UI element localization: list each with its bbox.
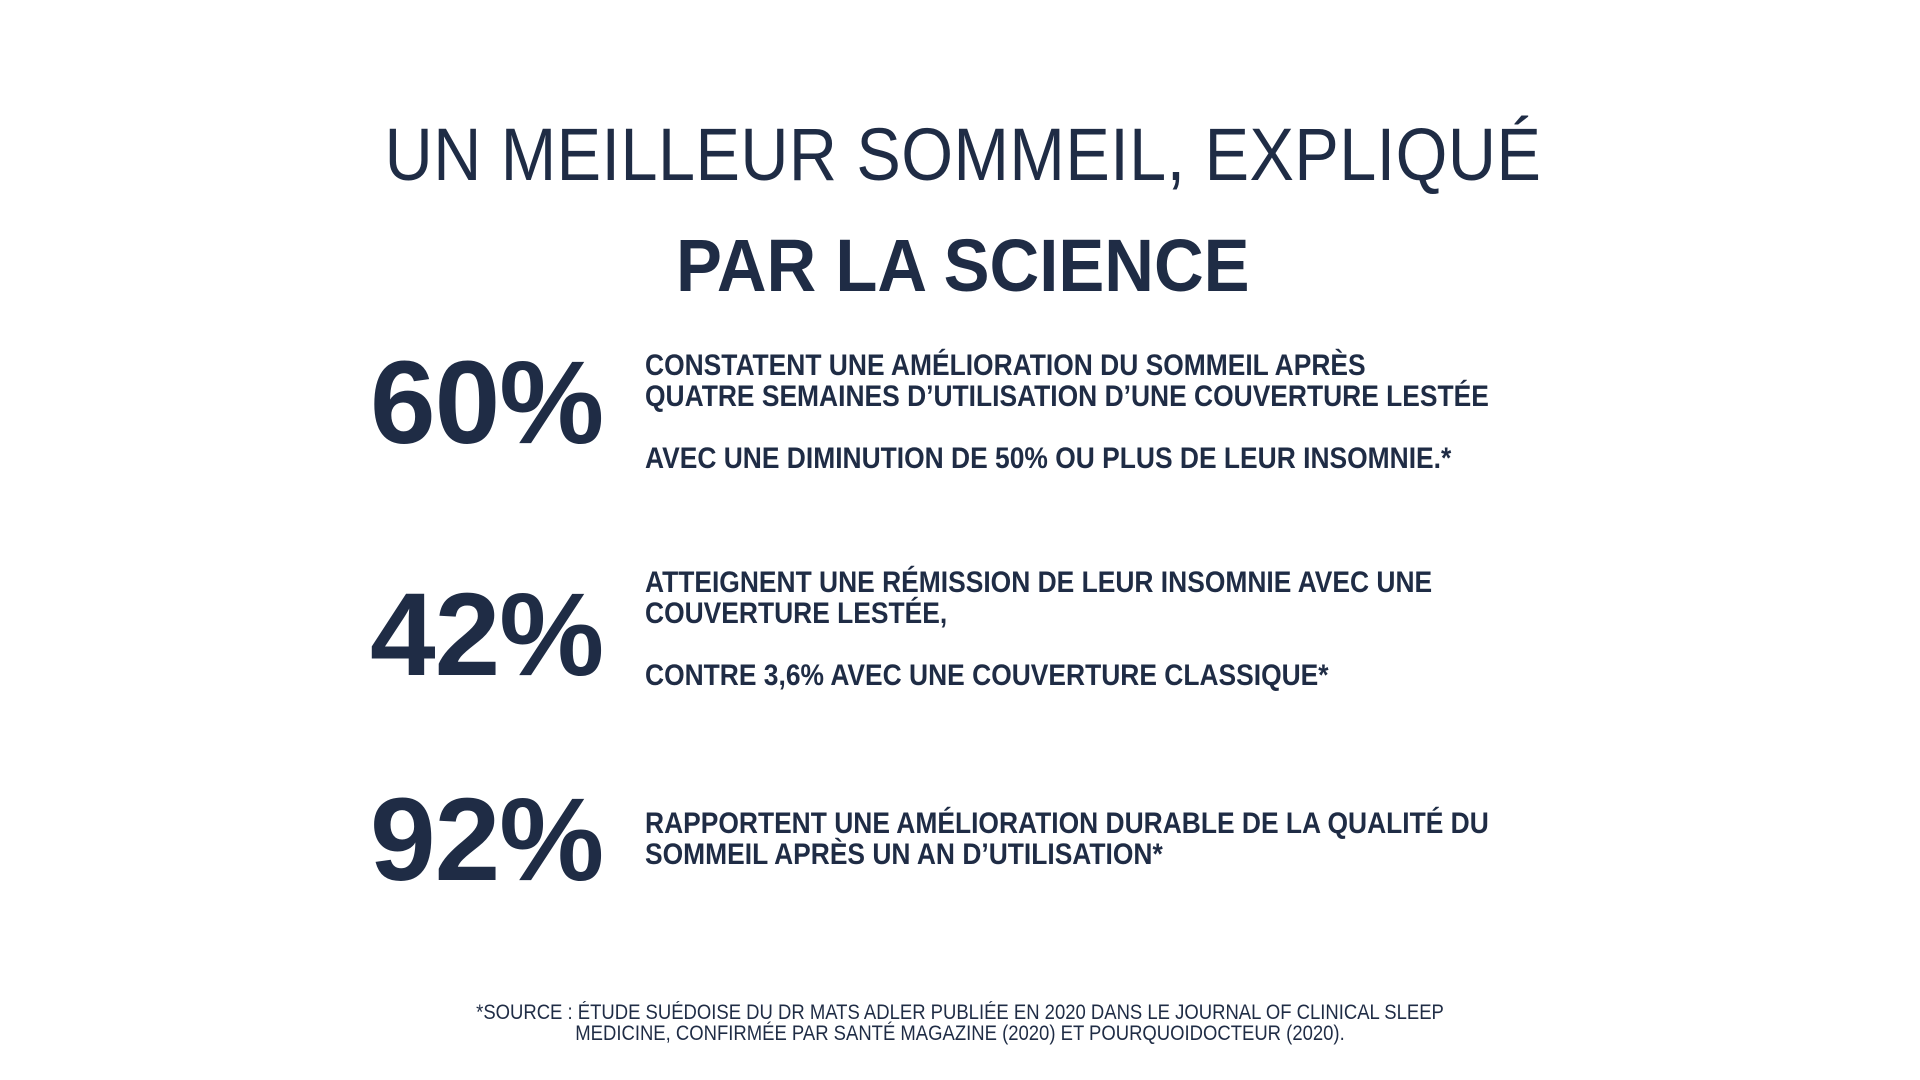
stat-description-line: COUVERTURE LESTÉE, [645,597,948,630]
stat-description-extra: CONTRE 3,6% AVEC UNE COUVERTURE CLASSIQU… [645,659,1329,692]
page-title-line-2: PAR LA SCIENCE [676,224,1250,308]
stat-description-line: CONSTATENT UNE AMÉLIORATION DU SOMMEIL A… [645,349,1366,382]
stat-description-line: QUATRE SEMAINES D’UTILISATION D’UNE COUV… [645,380,1489,413]
stat-description-line: SOMMEIL APRÈS UN AN D’UTILISATION* [645,838,1163,871]
stat-description: CONSTATENT UNE AMÉLIORATION DU SOMMEIL A… [645,350,1489,474]
source-footnote: *SOURCE : ÉTUDE SUÉDOISE DU DR MATS ADLE… [115,1002,1805,1044]
page-title-line-1: UN MEILLEUR SOMMEIL, EXPLIQUÉ [384,112,1542,196]
stat-value: 42% [370,569,604,701]
footnote-line: MEDICINE, CONFIRMÉE PAR SANTÉ MAGAZINE (… [575,1022,1345,1045]
stat-value: 92% [370,774,604,906]
stat-description-line: RAPPORTENT UNE AMÉLIORATION DURABLE DE L… [645,807,1489,840]
stat-description: ATTEIGNENT UNE RÉMISSION DE LEUR INSOMNI… [645,567,1432,691]
stat-description: RAPPORTENT UNE AMÉLIORATION DURABLE DE L… [645,808,1489,870]
stat-description-line: ATTEIGNENT UNE RÉMISSION DE LEUR INSOMNI… [645,566,1433,599]
stat-value: 60% [370,337,604,469]
stat-description-extra: AVEC UNE DIMINUTION DE 50% OU PLUS DE LE… [645,442,1452,475]
footnote-line: *SOURCE : ÉTUDE SUÉDOISE DU DR MATS ADLE… [476,1001,1444,1024]
